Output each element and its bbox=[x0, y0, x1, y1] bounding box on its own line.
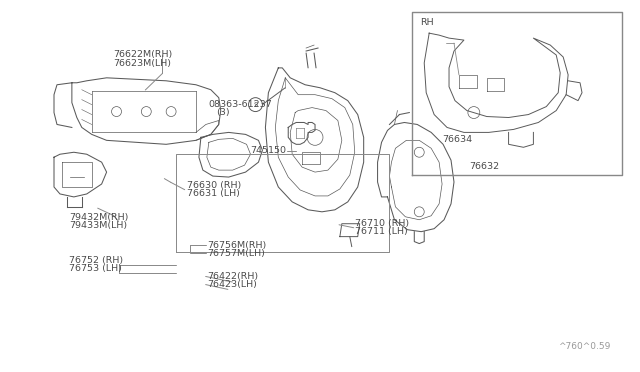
Text: 76757M(LH): 76757M(LH) bbox=[207, 249, 265, 258]
Text: S: S bbox=[253, 102, 258, 108]
Text: (3): (3) bbox=[216, 108, 230, 117]
Text: 76632: 76632 bbox=[469, 162, 499, 171]
Text: 76634: 76634 bbox=[443, 135, 473, 144]
Text: 76756M(RH): 76756M(RH) bbox=[207, 241, 266, 250]
Text: 76423(LH): 76423(LH) bbox=[207, 280, 257, 289]
Text: ^760^0.59: ^760^0.59 bbox=[558, 342, 611, 351]
Text: 79433M(LH): 79433M(LH) bbox=[69, 221, 127, 230]
Text: 76753 (LH): 76753 (LH) bbox=[69, 264, 122, 273]
Text: 76623M(LH): 76623M(LH) bbox=[113, 58, 172, 68]
Text: 76711 (LH): 76711 (LH) bbox=[355, 227, 408, 236]
Text: 76622M(RH): 76622M(RH) bbox=[113, 51, 173, 60]
Text: 76422(RH): 76422(RH) bbox=[207, 272, 258, 281]
Text: 76630 (RH): 76630 (RH) bbox=[187, 182, 241, 190]
Text: 76631 (LH): 76631 (LH) bbox=[187, 189, 239, 198]
Text: 745150: 745150 bbox=[250, 147, 286, 155]
Text: RH: RH bbox=[420, 17, 433, 26]
Text: 76752 (RH): 76752 (RH) bbox=[69, 256, 124, 265]
Text: 08363-61237: 08363-61237 bbox=[209, 100, 273, 109]
Text: 79432M(RH): 79432M(RH) bbox=[69, 213, 129, 222]
Text: 76710 (RH): 76710 (RH) bbox=[355, 219, 409, 228]
